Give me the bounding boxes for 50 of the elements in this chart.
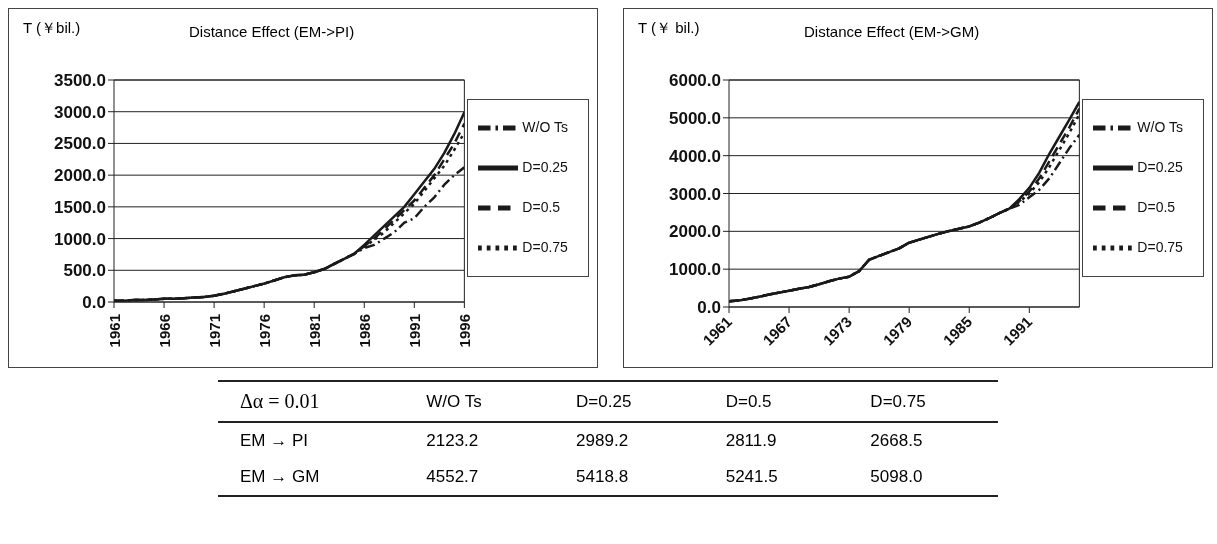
y-tick-label: 5000.0 — [669, 108, 721, 128]
text: EM → PI — [239, 430, 309, 452]
legend-label: D=0.75 — [1137, 239, 1183, 256]
legend-label: D=0.25 — [1137, 159, 1183, 176]
y-tick-label: 3000.0 — [669, 184, 721, 204]
y-tick-label: 3500.0 — [54, 71, 106, 91]
y-tick-label: 2000.0 — [54, 166, 106, 186]
legend-label: W/O Ts — [1137, 119, 1183, 136]
text: D=0.25 — [575, 390, 633, 413]
text: 4552.7 — [425, 466, 480, 488]
text: 2123.2 — [425, 430, 480, 452]
y-tick-label: 0.0 — [82, 293, 106, 313]
y-tick-label: 1500.0 — [54, 197, 106, 217]
chart-title: Distance Effect (EM->PI) — [189, 23, 355, 40]
text: 2668.5 — [869, 430, 924, 452]
legend-label: D=0.5 — [1137, 199, 1176, 216]
y-axis-title: T (￥bil.) — [23, 19, 81, 38]
x-tick-label: 1991 — [405, 314, 423, 348]
y-tick-label: 1000.0 — [54, 229, 106, 249]
legend-label: D=0.25 — [522, 159, 568, 176]
y-tick-label: 1000.0 — [669, 260, 721, 280]
text: 5241.5 — [724, 466, 779, 488]
legend-label: D=0.5 — [522, 199, 561, 216]
y-tick-label: 500.0 — [63, 261, 106, 281]
y-tick-label: 2000.0 — [669, 222, 721, 242]
text: D=0.5 — [724, 390, 773, 413]
x-tick-label: 1976 — [255, 314, 273, 348]
x-tick-label: 1996 — [455, 314, 473, 348]
legend-label: D=0.75 — [522, 239, 568, 256]
y-tick-label: 3000.0 — [54, 102, 106, 122]
y-tick-label: 4000.0 — [669, 146, 721, 166]
text: D=0.75 — [869, 390, 927, 413]
chart-title: Distance Effect (EM->GM) — [804, 23, 980, 40]
text: 2811.9 — [724, 430, 778, 452]
y-tick-label: 0.0 — [697, 298, 721, 318]
x-tick-label: 1981 — [305, 314, 323, 348]
x-tick-label: 1961 — [105, 314, 123, 348]
text: W/O Ts — [425, 390, 483, 413]
y-tick-label: 2500.0 — [54, 134, 106, 154]
y-tick-label: 6000.0 — [669, 71, 721, 91]
text: EM → GM — [239, 466, 321, 488]
x-tick-label: 1986 — [355, 314, 373, 348]
x-tick-label: 1966 — [155, 314, 173, 348]
text: 5418.8 — [575, 466, 630, 488]
text: 2989.2 — [575, 430, 630, 452]
x-tick-label: 1971 — [205, 314, 223, 348]
text: 5098.0 — [869, 466, 924, 488]
y-axis-title: T (￥ bil.) — [638, 19, 700, 38]
legend-label: W/O Ts — [522, 119, 568, 136]
text: Δα = 0.01 — [239, 389, 321, 414]
